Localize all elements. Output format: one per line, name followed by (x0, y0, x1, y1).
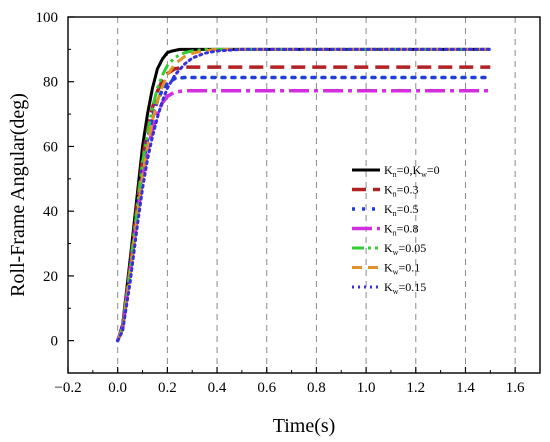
x-tick-label: 0.0 (108, 380, 127, 396)
legend-label: Kn=0.8 (384, 222, 418, 238)
series-lines (115, 47, 493, 343)
x-tick-label: −0.2 (54, 380, 81, 396)
series-line-5 (116, 47, 491, 342)
x-tick-label: 1.6 (506, 380, 525, 396)
x-tick-label: 0.2 (158, 380, 177, 396)
y-tick-label: 60 (43, 139, 58, 155)
legend: Kn=0,Kw=0 Kn=0.3 Kn=0.5 Kn=0.8 Kw=0.05 Kw=0.1… (352, 163, 440, 296)
series-line-1 (116, 47, 491, 342)
y-tick-label: 80 (43, 75, 58, 91)
legend-label: Kn=0.5 (384, 202, 418, 218)
x-tick-label: 0.6 (257, 380, 276, 396)
series-line-6 (116, 47, 491, 342)
axis-ticks: −0.2 0.0 0.2 0.4 0.6 0.8 1.0 1.2 1.4 1.6 0 20 40 60 80… (36, 10, 526, 396)
legend-label: Kw=0.05 (384, 241, 426, 257)
legend-label: Kw=0.15 (384, 280, 426, 296)
x-tick-label: 1.4 (456, 380, 475, 396)
plot-frame (67, 16, 541, 374)
y-tick-label: 100 (36, 10, 59, 26)
x-tick-label: 1.2 (406, 380, 425, 396)
series-line-4 (116, 89, 491, 342)
y-tick-label: 40 (43, 204, 58, 220)
series-line-3 (115, 75, 493, 343)
x-tick-label: 0.4 (208, 380, 227, 396)
x-tick-label: 0.8 (307, 380, 326, 396)
legend-label: Kw=0.1 (384, 261, 420, 277)
y-tick-label: 20 (43, 269, 58, 285)
y-axis-title: Roll-Frame Angular(deg) (7, 93, 29, 297)
y-tick-label: 0 (51, 334, 59, 350)
legend-label: Kn=0.3 (384, 183, 418, 199)
legend-label: Kn=0,Kw=0 (384, 163, 440, 179)
x-tick-label: 1.0 (357, 380, 376, 396)
series-line-7 (116, 47, 492, 343)
series-line-2 (116, 65, 491, 342)
x-axis-title: Time(s) (273, 415, 336, 437)
